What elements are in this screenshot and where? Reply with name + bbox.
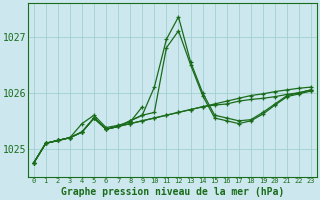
X-axis label: Graphe pression niveau de la mer (hPa): Graphe pression niveau de la mer (hPa) <box>61 187 284 197</box>
